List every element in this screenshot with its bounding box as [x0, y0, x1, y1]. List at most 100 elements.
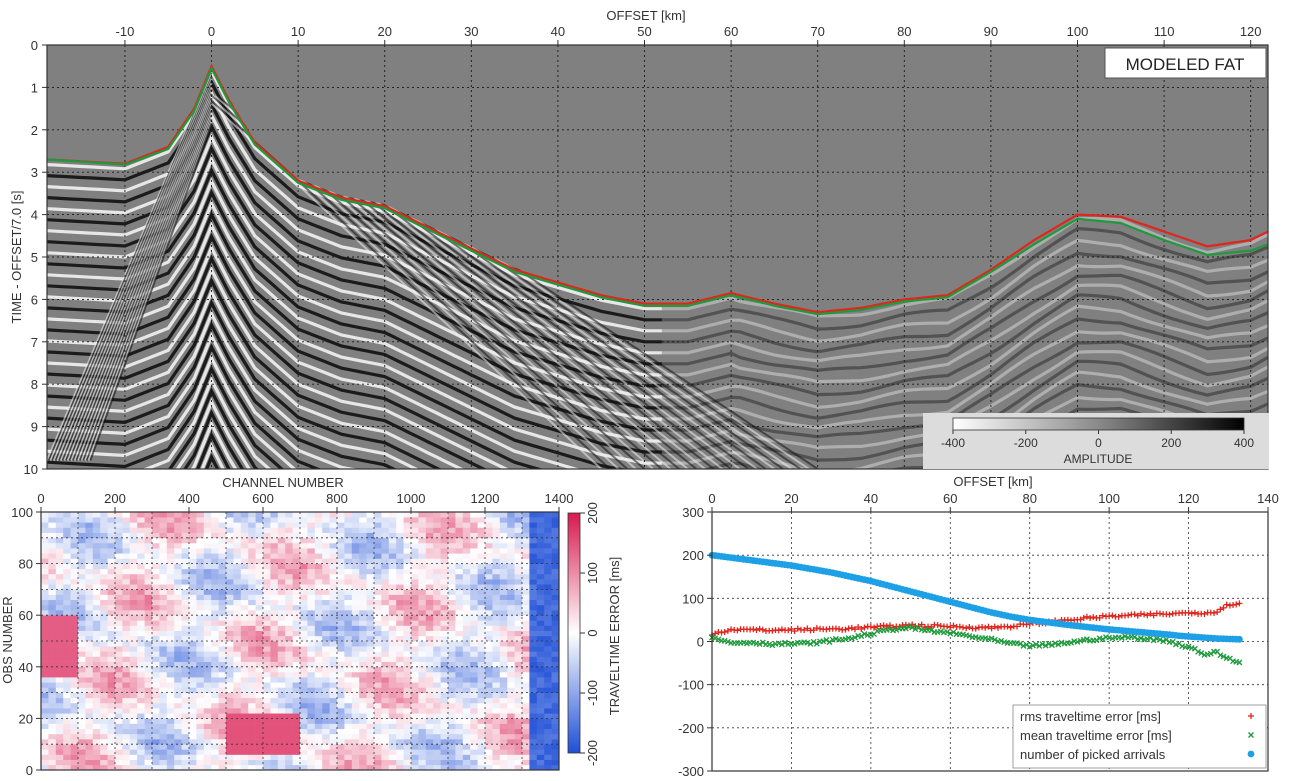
error-matrix-cell — [314, 749, 323, 755]
error-matrix-cell — [144, 671, 153, 678]
error-matrix-cell — [277, 610, 286, 616]
error-matrix-cell — [189, 630, 197, 637]
error-matrix-cell — [122, 671, 131, 678]
error-matrix-cell — [129, 739, 138, 745]
error-matrix-cell — [366, 759, 375, 766]
series-0-point — [1125, 612, 1132, 619]
error-matrix-cell — [455, 744, 464, 750]
error-matrix-cell — [307, 517, 316, 523]
error-matrix-cell — [159, 682, 168, 688]
error-matrix-cell — [233, 708, 242, 714]
error-matrix-cell — [159, 723, 168, 730]
error-matrix-cell — [211, 718, 219, 724]
error-matrix-cell — [411, 604, 419, 611]
error-matrix-cell — [359, 615, 367, 621]
error-matrix-cell — [122, 594, 131, 601]
error-matrix-cell — [411, 527, 419, 533]
error-matrix-cell — [300, 517, 308, 523]
error-matrix-cell — [122, 584, 131, 590]
error-matrix-cell — [507, 594, 515, 601]
series-0-point — [1220, 604, 1227, 611]
error-matrix-cell — [359, 759, 367, 766]
error-matrix-cell — [470, 666, 478, 673]
error-matrix-cell — [544, 573, 552, 580]
error-matrix-cell — [499, 671, 508, 678]
error-matrix-cell — [144, 517, 153, 523]
error-matrix-cell — [78, 687, 86, 693]
error-matrix-cell — [366, 563, 375, 570]
error-matrix-cell — [211, 759, 219, 766]
error-matrix-cell — [181, 579, 190, 585]
error-matrix-cell — [100, 625, 108, 631]
error-matrix-cell — [344, 687, 353, 693]
error-matrix-cell — [122, 708, 131, 714]
error-matrix-cell — [536, 630, 545, 637]
error-matrix-cell — [292, 579, 301, 585]
error-matrix-cell — [322, 542, 330, 549]
error-matrix-cell — [314, 656, 323, 662]
error-matrix-cell — [100, 604, 108, 611]
error-matrix-cell — [189, 744, 197, 750]
error-matrix-cell — [203, 754, 212, 760]
error-matrix-cell — [351, 666, 360, 673]
error-matrix-cell — [514, 630, 523, 637]
error-matrix-cell — [544, 604, 552, 611]
error-matrix-cell — [211, 754, 219, 760]
error-matrix-cell — [507, 733, 515, 740]
error-matrix-cell — [470, 687, 478, 693]
error-matrix-cell — [152, 749, 160, 755]
error-matrix-cell — [396, 635, 404, 642]
error-matrix-cell — [270, 610, 279, 616]
error-matrix-cell — [78, 718, 86, 724]
error-matrix-cell — [307, 625, 316, 631]
error-matrix-cell — [107, 728, 116, 735]
error-matrix-cell — [529, 666, 538, 673]
error-matrix-cell — [507, 584, 515, 590]
error-matrix-cell — [174, 728, 182, 735]
statistics-x-label: OFFSET [km] — [953, 474, 1032, 489]
error-matrix-cell — [292, 522, 301, 528]
error-matrix-cell — [41, 604, 49, 611]
amplitude-colorbar-tick-label: 0 — [1095, 436, 1102, 450]
error-matrix-cell — [137, 542, 145, 549]
error-matrix-cell — [403, 625, 412, 631]
error-matrix-cell — [55, 739, 64, 745]
error-matrix-cell — [322, 656, 330, 662]
error-matrix-cell — [366, 739, 375, 745]
error-matrix-cell — [107, 558, 116, 564]
error-matrix-cell — [344, 764, 353, 770]
error-matrix-cell — [522, 615, 530, 621]
error-matrix-cell — [203, 713, 212, 719]
error-matrix-cell — [359, 537, 367, 544]
series-1-point — [893, 626, 900, 633]
error-matrix-cell — [455, 579, 464, 585]
error-matrix-cell — [344, 579, 353, 585]
error-matrix-cell — [388, 733, 397, 740]
error-matrix-cell — [388, 579, 397, 585]
error-matrix-cell — [455, 615, 464, 621]
error-matrix-cell — [226, 692, 234, 699]
error-matrix-cell — [144, 744, 153, 750]
error-matrix-cell — [440, 635, 449, 642]
pre-arrival-mask — [47, 45, 1268, 310]
error-matrix-cell — [529, 713, 538, 719]
error-matrix-cell — [492, 517, 501, 523]
error-matrix-cell — [240, 739, 249, 745]
error-matrix-cell — [196, 532, 205, 539]
error-matrix-cell — [122, 620, 131, 626]
error-matrix-cell — [418, 522, 427, 528]
error-matrix-cell — [248, 733, 256, 740]
error-matrix-cell — [181, 708, 190, 714]
error-matrix-cell — [277, 671, 286, 678]
error-matrix-cell — [470, 646, 478, 652]
error-matrix-cell — [277, 553, 286, 559]
error-matrix-cell — [411, 630, 419, 637]
error-matrix-cell — [292, 671, 301, 678]
seismic-x-tick-label: 20 — [377, 24, 391, 39]
error-matrix-cell — [277, 692, 286, 699]
error-matrix-cell — [359, 620, 367, 626]
error-matrix-cell — [263, 584, 271, 590]
error-matrix-cell — [470, 610, 478, 616]
error-matrix-cell — [322, 584, 330, 590]
error-matrix-cell — [514, 512, 523, 518]
